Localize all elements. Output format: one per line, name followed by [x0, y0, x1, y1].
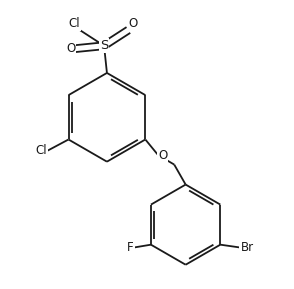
Text: F: F — [127, 241, 134, 254]
Text: Cl: Cl — [68, 17, 80, 30]
Text: O: O — [128, 17, 138, 30]
Text: S: S — [100, 39, 108, 52]
Text: Br: Br — [240, 241, 253, 254]
Text: O: O — [158, 149, 168, 162]
Text: O: O — [66, 42, 76, 55]
Text: Cl: Cl — [35, 144, 47, 158]
